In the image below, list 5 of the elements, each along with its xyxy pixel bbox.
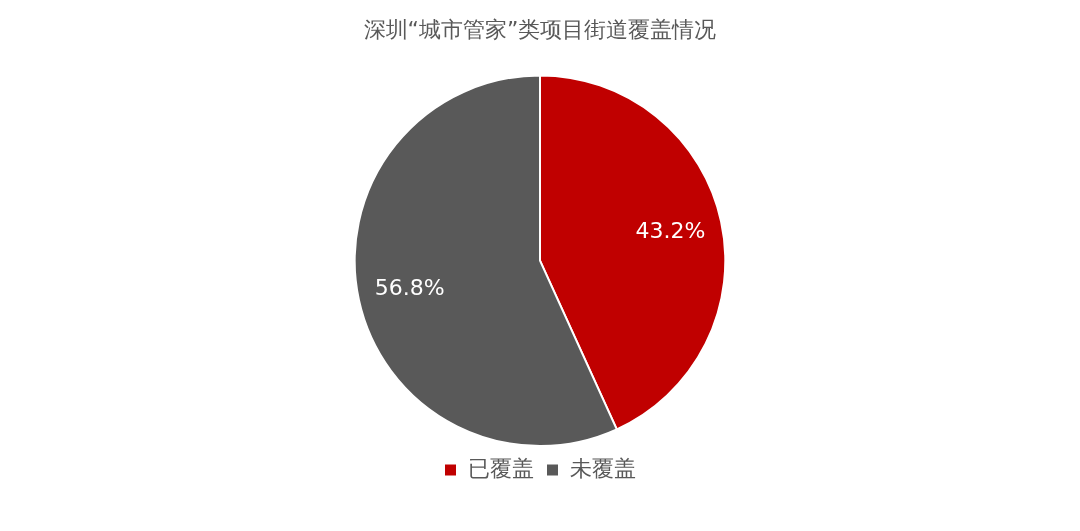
data-label: 56.8% xyxy=(374,274,445,300)
chart-title: 深圳“城市管家”类项目街道覆盖情况 xyxy=(363,16,717,42)
legend-label: 已覆盖 xyxy=(468,455,534,481)
data-label: 43.2% xyxy=(635,218,706,244)
legend-label: 未覆盖 xyxy=(570,455,636,481)
